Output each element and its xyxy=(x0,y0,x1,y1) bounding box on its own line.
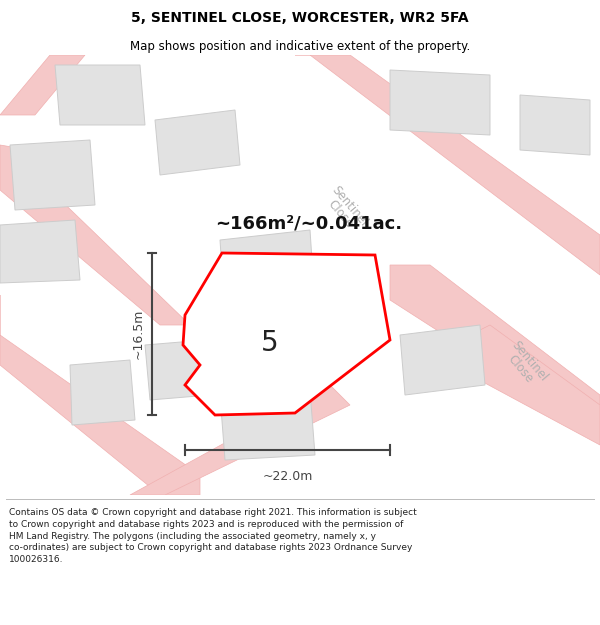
Text: ~16.5m: ~16.5m xyxy=(131,309,145,359)
Polygon shape xyxy=(0,220,80,283)
Polygon shape xyxy=(145,340,210,400)
Polygon shape xyxy=(70,360,135,425)
Polygon shape xyxy=(390,265,600,435)
Polygon shape xyxy=(220,390,315,460)
Polygon shape xyxy=(155,110,240,175)
Text: Map shows position and indicative extent of the property.: Map shows position and indicative extent… xyxy=(130,39,470,52)
Polygon shape xyxy=(520,95,590,155)
Polygon shape xyxy=(450,325,600,445)
Text: ~166m²/~0.041ac.: ~166m²/~0.041ac. xyxy=(215,214,402,232)
Text: Sentinel
Close: Sentinel Close xyxy=(500,338,550,392)
Polygon shape xyxy=(400,325,485,395)
Text: Contains OS data © Crown copyright and database right 2021. This information is : Contains OS data © Crown copyright and d… xyxy=(9,508,417,564)
Polygon shape xyxy=(0,145,190,325)
Polygon shape xyxy=(10,140,95,210)
Text: Sentinel
Close: Sentinel Close xyxy=(320,183,370,237)
Polygon shape xyxy=(130,385,350,495)
Text: 5: 5 xyxy=(261,329,279,357)
Polygon shape xyxy=(220,230,315,315)
Polygon shape xyxy=(55,65,145,125)
Polygon shape xyxy=(0,295,200,495)
Polygon shape xyxy=(390,70,490,135)
Polygon shape xyxy=(295,55,600,275)
Text: ~22.0m: ~22.0m xyxy=(262,470,313,483)
Polygon shape xyxy=(183,253,390,415)
Polygon shape xyxy=(0,55,85,115)
Text: 5, SENTINEL CLOSE, WORCESTER, WR2 5FA: 5, SENTINEL CLOSE, WORCESTER, WR2 5FA xyxy=(131,11,469,25)
